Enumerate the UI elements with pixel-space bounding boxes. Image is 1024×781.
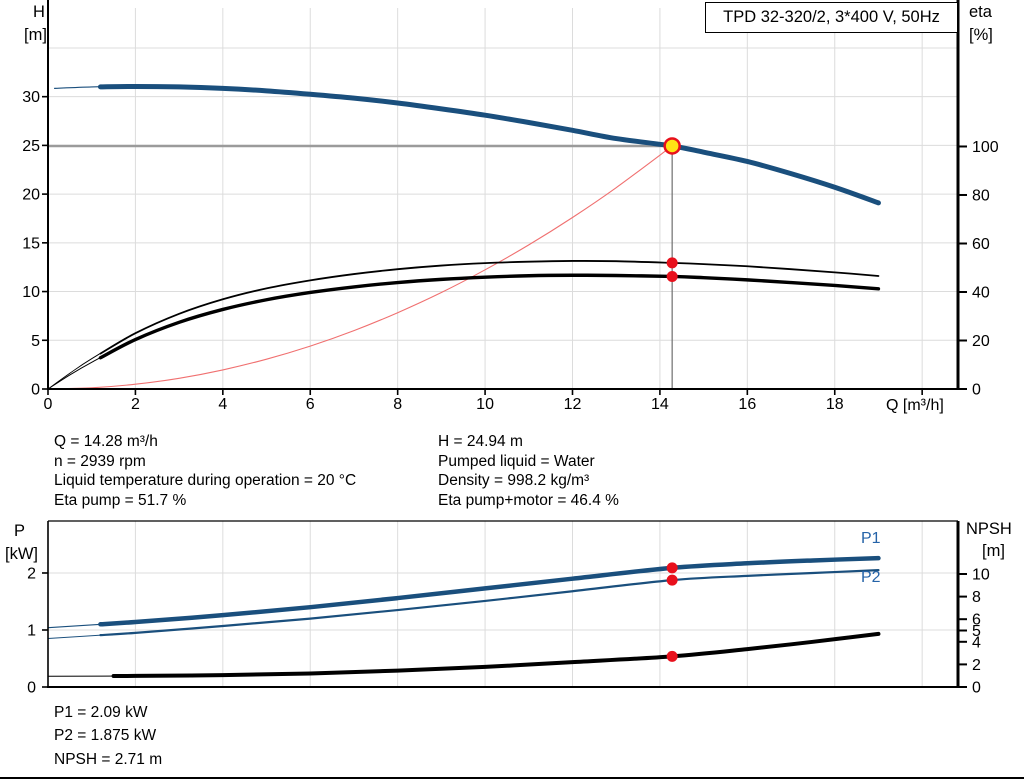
curve-p2 bbox=[47, 569, 879, 640]
left-axis-tick-label: 0 bbox=[31, 382, 40, 399]
info-line-n: n = 2939 rpm bbox=[54, 452, 146, 470]
right-axis-tick-label: 5 bbox=[972, 623, 981, 640]
x-tick-label: 16 bbox=[738, 396, 756, 413]
info-line-density: Density = 998.2 kg/m³ bbox=[438, 472, 590, 490]
info-line-h: H = 24.94 m bbox=[438, 433, 523, 450]
x-tick-label: 6 bbox=[306, 396, 315, 413]
curve-npsh bbox=[47, 633, 879, 677]
curve-eta-pump-main bbox=[99, 260, 880, 355]
left-axis-tick-label: 2 bbox=[27, 565, 36, 582]
x-tick-label: 18 bbox=[826, 396, 844, 413]
info-line-eta-total: Eta pump+motor = 46.4 % bbox=[438, 491, 619, 509]
page-bottom-divider bbox=[0, 777, 1024, 779]
right-axis-tick-label: 2 bbox=[972, 657, 981, 674]
right-axis-tick-label: 6 bbox=[972, 612, 981, 629]
right-axis-tick-label: 20 bbox=[972, 333, 990, 350]
duty-info-left-column: Q = 14.28 m³/h n = 2939 rpm Liquid tempe… bbox=[54, 432, 356, 510]
curve-eta-pump-motor-main bbox=[98, 273, 881, 360]
curve-value-dot bbox=[666, 257, 678, 269]
npsh-axis-label: NPSH bbox=[966, 520, 1012, 538]
left-axis-tick-label: 1 bbox=[27, 622, 36, 639]
right-axis-tick-label: 80 bbox=[972, 187, 990, 204]
x-tick-label: 10 bbox=[476, 396, 494, 413]
right-axis-tick-label: 4 bbox=[972, 634, 981, 651]
eta-axis-unit-label: [%] bbox=[969, 26, 993, 44]
curve-p1-main bbox=[98, 555, 881, 627]
right-axis-tick-label: 0 bbox=[972, 382, 981, 399]
x-tick-label: 12 bbox=[564, 396, 582, 413]
pump-type-title-box: TPD 32-320/2, 3*400 V, 50Hz bbox=[705, 2, 958, 33]
x-tick-label: 0 bbox=[44, 396, 53, 413]
info-line-eta: Eta pump = 51.7 % bbox=[54, 491, 187, 509]
curve-system-curve bbox=[47, 145, 673, 390]
curve-h-head- bbox=[53, 85, 880, 204]
p2-curve-label: P2 bbox=[861, 569, 881, 586]
left-axis-tick-label: 25 bbox=[22, 138, 40, 155]
h-axis-label: H bbox=[33, 3, 45, 21]
left-axis-tick-label: 5 bbox=[31, 333, 40, 350]
duty-info-right-column: H = 24.94 m Pumped liquid = Water Densit… bbox=[438, 432, 619, 510]
info-line-temp: Liquid temperature during operation = 20… bbox=[54, 472, 357, 490]
curve-p2-main bbox=[99, 569, 880, 637]
p-axis-unit-label: [kW] bbox=[5, 545, 38, 563]
info-line-q: Q = 14.28 m³/h bbox=[54, 433, 158, 450]
right-axis-tick-label: 0 bbox=[972, 680, 981, 697]
h-axis-unit-label: [m] bbox=[24, 26, 47, 44]
right-axis-tick-label: 10 bbox=[972, 566, 990, 583]
x-tick-label: 8 bbox=[393, 396, 402, 413]
left-axis-tick-label: 0 bbox=[27, 680, 36, 697]
curve-value-dot bbox=[666, 574, 678, 586]
curve-value-dot bbox=[666, 562, 678, 574]
eta-axis-label: eta bbox=[969, 3, 992, 21]
p1-curve-label: P1 bbox=[861, 530, 881, 547]
curve-h-head--main bbox=[97, 83, 881, 206]
left-axis-tick-label: 20 bbox=[22, 187, 40, 204]
curve-value-dot bbox=[666, 270, 678, 282]
curve-npsh-main bbox=[111, 631, 881, 679]
x-tick-label: 14 bbox=[651, 396, 669, 413]
curve-eta-pump-motor bbox=[47, 274, 879, 390]
left-axis-tick-label: 10 bbox=[22, 284, 40, 301]
q-axis-unit-label: Q [m³/h] bbox=[886, 397, 944, 414]
right-axis-tick-label: 40 bbox=[972, 284, 990, 301]
npsh-axis-unit-label: [m] bbox=[982, 542, 1005, 560]
curve-value-dot bbox=[666, 650, 678, 662]
info-line-p2: P2 = 1.875 kW bbox=[54, 727, 157, 745]
duty-point-marker[interactable] bbox=[663, 137, 681, 155]
p-axis-label: P bbox=[14, 522, 26, 540]
info-line-liquid: Pumped liquid = Water bbox=[438, 452, 595, 470]
left-axis-tick-label: 15 bbox=[22, 235, 40, 252]
left-axis-tick-label: 30 bbox=[22, 89, 40, 106]
right-axis-tick-label: 60 bbox=[972, 236, 990, 253]
right-axis-tick-label: 100 bbox=[972, 139, 999, 156]
info-line-p1: P1 = 2.09 kW bbox=[54, 704, 148, 721]
x-tick-label: 2 bbox=[131, 396, 140, 413]
x-tick-label: 4 bbox=[218, 396, 227, 413]
power-npsh-info: P1 = 2.09 kW P2 = 1.875 kW NPSH = 2.71 m bbox=[54, 701, 162, 771]
right-axis-tick-label: 8 bbox=[972, 589, 981, 606]
info-line-npsh: NPSH = 2.71 m bbox=[54, 750, 163, 768]
